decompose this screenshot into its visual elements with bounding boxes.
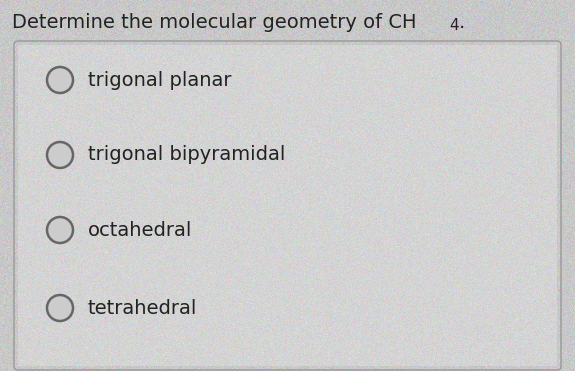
- Text: trigonal bipyramidal: trigonal bipyramidal: [88, 145, 285, 164]
- Circle shape: [47, 217, 73, 243]
- Circle shape: [47, 295, 73, 321]
- Text: Determine the molecular geometry of CH: Determine the molecular geometry of CH: [12, 13, 416, 32]
- Text: .: .: [459, 13, 465, 32]
- Text: 4: 4: [449, 19, 459, 33]
- Text: octahedral: octahedral: [88, 220, 193, 240]
- Circle shape: [47, 67, 73, 93]
- Circle shape: [47, 142, 73, 168]
- Text: trigonal planar: trigonal planar: [88, 70, 232, 89]
- Text: tetrahedral: tetrahedral: [88, 299, 197, 318]
